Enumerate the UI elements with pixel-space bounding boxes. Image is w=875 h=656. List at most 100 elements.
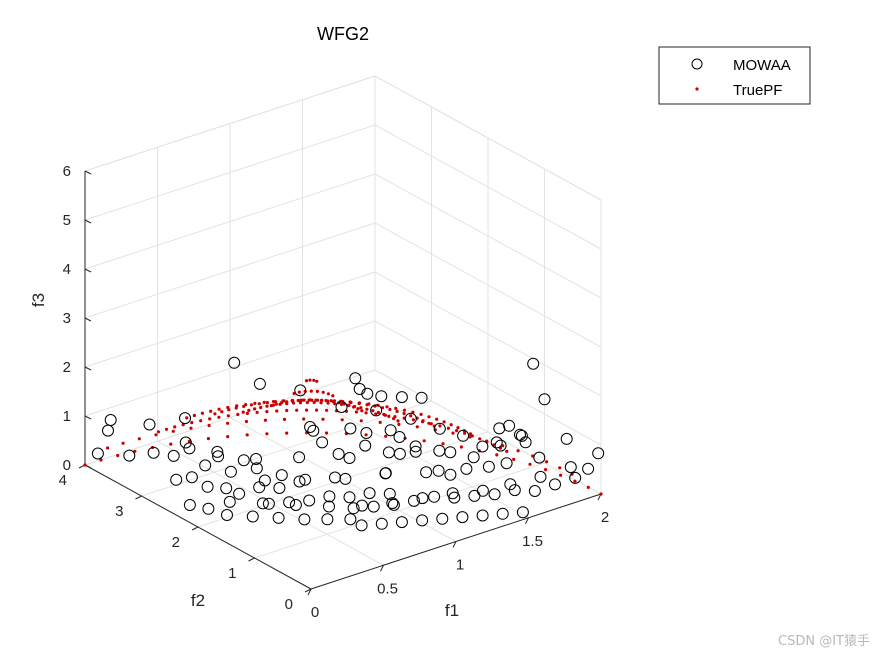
z-tick-label: 5 <box>63 212 71 229</box>
truepf-point <box>285 408 289 413</box>
mowaa-point <box>332 448 345 460</box>
truepf-point <box>356 407 360 411</box>
x-tick <box>525 517 529 524</box>
mowaa-point <box>386 497 399 510</box>
truepf-point <box>164 427 169 431</box>
truepf-point <box>116 453 120 458</box>
truepf-point <box>340 418 344 422</box>
truepf-point <box>599 492 603 496</box>
truepf-point <box>558 466 562 470</box>
truepf-point <box>236 412 240 417</box>
mowaa-point <box>592 447 605 460</box>
mowaa-point <box>533 451 546 464</box>
mowaa-point <box>167 449 180 462</box>
mowaa-point <box>343 452 356 464</box>
x-tick-label: 2 <box>601 509 609 526</box>
box-edge <box>374 75 602 201</box>
truepf-point <box>312 378 316 382</box>
mowaa-point <box>488 488 501 501</box>
truepf-point <box>207 423 211 428</box>
truepf-point <box>282 417 287 421</box>
z-tick-label: 0 <box>63 457 71 474</box>
y-tick-label: 0 <box>285 596 293 613</box>
mowaa-point <box>212 450 225 463</box>
truepf-point <box>244 419 248 424</box>
truepf-point <box>290 399 295 403</box>
mowaa-point <box>147 446 160 459</box>
y-tick <box>135 495 142 500</box>
truepf-point <box>315 408 319 412</box>
truepf-point <box>208 417 212 421</box>
mowaa-point <box>273 482 286 494</box>
x-tick-label: 0.5 <box>377 580 398 597</box>
truepf-point <box>200 411 204 415</box>
watermark: CSDN @IT猿手 <box>778 634 870 649</box>
mowaa-point <box>293 451 306 464</box>
mowaa-point <box>503 419 516 432</box>
mowaa-point <box>500 457 513 470</box>
mowaa-point <box>220 482 233 495</box>
truepf-point <box>234 406 238 410</box>
mowaa-point <box>272 511 285 524</box>
truepf-point <box>245 411 249 415</box>
mowaa-point <box>299 473 312 486</box>
truepf-point <box>512 457 516 461</box>
truepf-point <box>463 431 467 435</box>
truepf-point <box>495 453 499 457</box>
truepf-point <box>285 400 289 404</box>
y-tick <box>248 557 255 562</box>
truepf-point <box>429 422 433 426</box>
truepf-point <box>302 398 306 402</box>
truepf-point <box>374 412 378 416</box>
legend-mowaa-marker-icon <box>691 58 703 70</box>
truepf-point <box>411 418 415 422</box>
mowaa-point <box>436 512 449 525</box>
truepf-point <box>282 399 286 403</box>
truepf-point <box>253 401 257 405</box>
truepf-point <box>299 398 303 402</box>
mowaa-point <box>344 422 357 435</box>
mowaa-point <box>228 356 241 369</box>
truepf-point <box>326 392 330 396</box>
truepf-point <box>305 400 309 405</box>
mowaa-point <box>493 422 506 435</box>
mowaa-point <box>433 444 446 457</box>
truepf-point <box>442 420 446 424</box>
truepf-point <box>253 407 257 411</box>
truepf-point <box>422 439 426 443</box>
truepf-point <box>308 378 312 382</box>
mowaa-point <box>395 516 408 529</box>
mowaa-point <box>467 451 480 464</box>
z-tick <box>84 366 92 371</box>
truepf-point <box>189 426 193 430</box>
z-tick-label: 3 <box>63 310 71 327</box>
truepf-point <box>545 460 549 464</box>
truepf-point <box>259 405 263 410</box>
truepf-point <box>402 408 407 412</box>
mowaa-point <box>237 454 250 467</box>
x-tick <box>380 565 384 572</box>
grid-line <box>84 369 376 466</box>
mowaa-point <box>179 412 191 425</box>
truepf-point <box>459 445 463 449</box>
truepf-point <box>385 405 389 409</box>
truepf-point <box>559 473 563 477</box>
truepf-point <box>321 417 325 421</box>
z-tick <box>84 268 92 273</box>
mowaa-point <box>355 519 368 532</box>
mowaa-point <box>335 401 348 413</box>
truepf-point <box>274 400 278 404</box>
z-tick-label: 4 <box>63 261 71 278</box>
truepf-point <box>209 409 213 413</box>
truepf-point <box>409 414 413 418</box>
truepf-point <box>312 400 316 405</box>
truepf-point <box>451 431 455 435</box>
truepf-point <box>339 402 344 406</box>
mowaa-point <box>123 449 136 462</box>
z-tick-label: 6 <box>63 163 71 180</box>
mowaa-point <box>482 460 495 473</box>
mowaa-point <box>253 481 266 494</box>
truepf-point <box>154 433 158 437</box>
truepf-point <box>395 409 399 413</box>
x-tick-label: 1 <box>456 557 464 574</box>
